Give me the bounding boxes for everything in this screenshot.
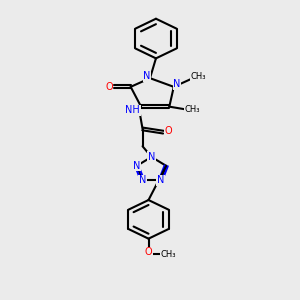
- Text: N: N: [143, 71, 151, 81]
- Text: O: O: [165, 126, 172, 136]
- Text: O: O: [105, 82, 113, 92]
- Text: CH₃: CH₃: [190, 72, 206, 81]
- Text: N: N: [133, 161, 140, 171]
- Text: CH₃: CH₃: [160, 250, 176, 259]
- Text: N: N: [157, 175, 164, 185]
- Text: N: N: [148, 152, 155, 162]
- Text: CH₃: CH₃: [184, 105, 200, 114]
- Text: N: N: [139, 175, 146, 185]
- Text: NH: NH: [125, 105, 140, 116]
- Text: N: N: [173, 80, 180, 89]
- Text: O: O: [145, 247, 152, 257]
